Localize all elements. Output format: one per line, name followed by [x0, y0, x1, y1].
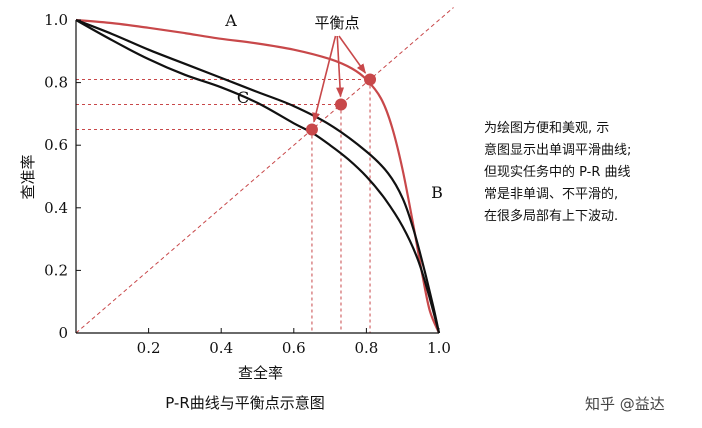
- x-tick-label: 0.2: [137, 339, 161, 357]
- x-tick-label: 0.8: [354, 339, 378, 357]
- y-tick-label: 0.2: [44, 261, 68, 279]
- curve-b: [75, 18, 441, 334]
- diagonal-reference-line: [75, 7, 454, 334]
- break-even-annotation: 平衡点: [314, 14, 359, 32]
- break-even-point: [334, 98, 347, 111]
- curve-label-a: A: [224, 11, 237, 30]
- curve-c: [75, 19, 441, 334]
- note-line: 但现实任务中的 P-R 曲线: [484, 165, 631, 180]
- note-line: 在很多局部有上下波动.: [484, 209, 619, 224]
- y-tick-label: 0.4: [44, 199, 68, 217]
- annotation-arrow: [338, 35, 367, 74]
- x-tick-label: 0.6: [282, 339, 306, 357]
- curve-label-b: B: [431, 183, 443, 202]
- curve-label-c: C: [237, 88, 249, 107]
- chart-caption: P-R曲线与平衡点示意图: [165, 394, 325, 412]
- annotation-arrow: [336, 35, 345, 98]
- annotation-arrow: [312, 35, 337, 123]
- note-line: 意图显示出单调平滑曲线;: [484, 143, 632, 158]
- y-tick-label: 1.0: [44, 11, 68, 29]
- x-tick-label: 0.4: [209, 339, 233, 357]
- x-tick-label: 1.0: [427, 339, 451, 357]
- break-even-point: [305, 123, 318, 136]
- note-line: 为绘图方便和美观, 示: [484, 121, 610, 136]
- side-note: 为绘图方便和美观, 示 意图显示出单调平滑曲线; 但现实任务中的 P-R 曲线 …: [484, 118, 696, 228]
- watermark: 知乎 @益达: [585, 395, 665, 413]
- y-axis-title: 查准率: [19, 154, 37, 199]
- y-tick-label: 0.8: [44, 74, 68, 92]
- y-tick-label: 0: [58, 324, 68, 342]
- x-axis-title: 查全率: [238, 364, 283, 382]
- note-line: 常是非单调、不平滑的,: [484, 187, 619, 202]
- break-even-point: [364, 73, 377, 86]
- y-tick-label: 0.6: [44, 136, 68, 154]
